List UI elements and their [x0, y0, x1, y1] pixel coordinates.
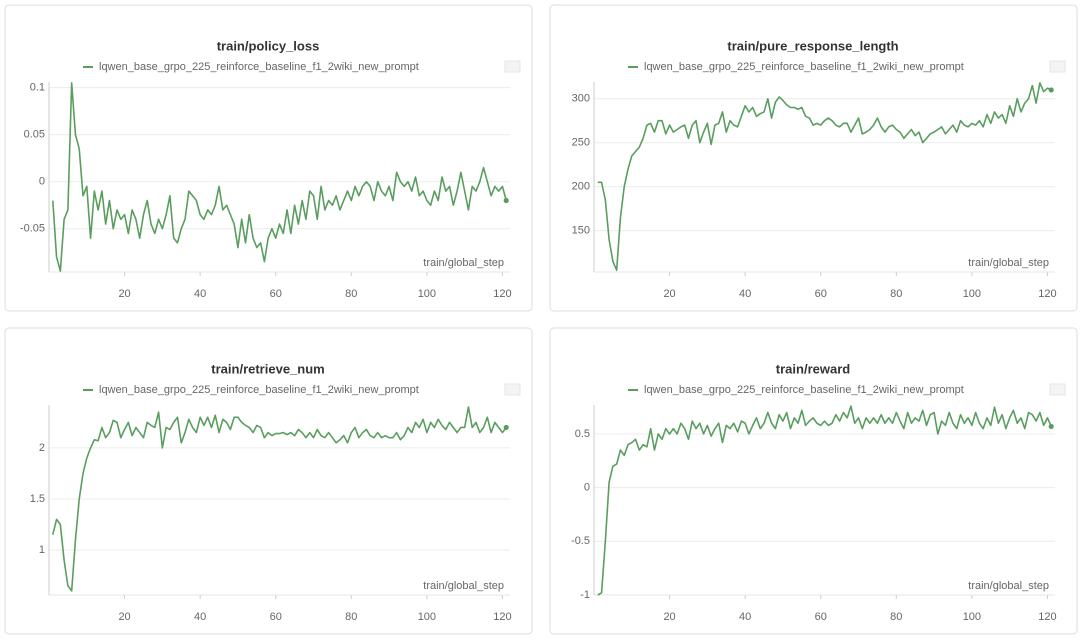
x-tick-label: 120 — [1038, 611, 1056, 623]
chart-title: train/retrieve_num — [211, 361, 324, 376]
y-tick-label: 150 — [572, 225, 590, 237]
x-tick-label: 100 — [418, 611, 436, 623]
panel — [549, 327, 1078, 635]
x-tick-label: 120 — [493, 288, 511, 300]
x-axis-label: train/global_step — [968, 580, 1049, 592]
x-tick-label: 100 — [418, 288, 436, 300]
x-tick-label: 120 — [1038, 288, 1056, 300]
y-tick-label: -0.05 — [20, 223, 45, 235]
chart-title: train/reward — [776, 361, 850, 376]
y-tick-label: 200 — [572, 181, 590, 193]
legend-label: lqwen_base_grpo_225_reinforce_baseline_f… — [99, 61, 419, 73]
y-tick-label: 1.5 — [30, 493, 45, 505]
x-tick-label: 60 — [270, 611, 282, 623]
y-tick-label: -0.5 — [571, 535, 590, 547]
x-tick-label: 80 — [345, 288, 357, 300]
x-axis-label: train/global_step — [968, 257, 1049, 269]
x-tick-label: 20 — [663, 611, 675, 623]
series-line — [52, 406, 507, 592]
x-tick-label: 20 — [118, 611, 130, 623]
legend-toggle — [1049, 383, 1066, 396]
x-tick-label: 80 — [890, 288, 902, 300]
legend-label: lqwen_base_grpo_225_reinforce_baseline_f… — [644, 61, 964, 73]
x-tick-label: 100 — [963, 611, 981, 623]
end-point — [503, 197, 509, 204]
x-axis-label: train/global_step — [423, 580, 504, 592]
y-tick-label: 2 — [39, 442, 45, 454]
x-tick-label: 40 — [739, 288, 751, 300]
series-line — [597, 82, 1052, 272]
legend-label: lqwen_base_grpo_225_reinforce_baseline_f… — [644, 384, 964, 396]
chart-title: train/pure_response_length — [727, 38, 898, 53]
x-tick-label: 60 — [270, 288, 282, 300]
x-tick-label: 40 — [739, 611, 751, 623]
end-point — [1048, 87, 1054, 93]
y-tick-label: -1 — [580, 589, 590, 601]
legend-toggle — [504, 60, 521, 73]
x-tick-label: 120 — [493, 611, 511, 623]
y-tick-label: 0.1 — [30, 82, 45, 94]
legend-toggle — [1049, 60, 1066, 73]
panel — [4, 327, 533, 635]
x-tick-label: 60 — [815, 611, 827, 623]
panel — [4, 4, 533, 312]
y-tick-label: 0.5 — [575, 428, 590, 440]
x-tick-label: 60 — [815, 288, 827, 300]
y-tick-label: 0.05 — [24, 129, 45, 141]
series-line — [51, 82, 507, 272]
panel — [549, 4, 1078, 312]
chart-title: train/policy_loss — [217, 38, 320, 53]
x-axis-label: train/global_step — [423, 257, 504, 269]
x-tick-label: 20 — [118, 288, 130, 300]
x-tick-label: 80 — [345, 611, 357, 623]
legend-label: lqwen_base_grpo_225_reinforce_baseline_f… — [99, 384, 419, 396]
y-tick-label: 250 — [572, 137, 590, 149]
x-tick-label: 40 — [194, 611, 206, 623]
end-point — [1048, 423, 1054, 430]
series-line — [597, 405, 1052, 596]
x-tick-label: 100 — [963, 288, 981, 300]
y-tick-label: 0 — [39, 176, 45, 188]
y-tick-label: 1 — [39, 544, 45, 556]
end-point — [503, 424, 509, 431]
x-tick-label: 40 — [194, 288, 206, 300]
x-tick-label: 20 — [663, 288, 675, 300]
y-tick-label: 0 — [584, 482, 590, 494]
y-tick-label: 300 — [572, 93, 590, 105]
x-tick-label: 80 — [890, 611, 902, 623]
legend-toggle — [504, 383, 521, 396]
